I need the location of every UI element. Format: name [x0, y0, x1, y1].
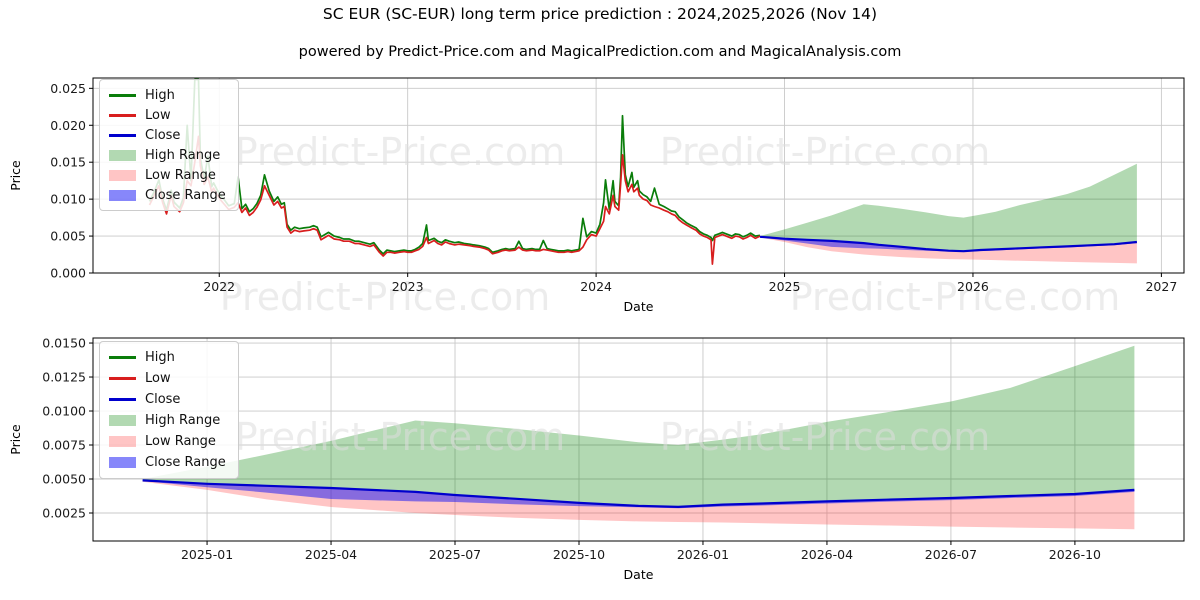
legend-patch-swatch [109, 149, 136, 161]
y-axis-label: Price [8, 424, 23, 455]
legend-patch-swatch [109, 169, 136, 181]
y-tick-label: 0.015 [50, 155, 86, 170]
watermark-text: Predict-Price.com [235, 130, 566, 174]
legend-item-low-range: Low Range [109, 431, 226, 452]
page-title: SC EUR (SC-EUR) long term price predicti… [322, 5, 878, 23]
y-tick-label: 0.0100 [42, 404, 86, 419]
x-tick-label: 2025-01 [181, 547, 233, 562]
y-tick-label: 0.025 [50, 81, 86, 96]
legend-item-low: Low [109, 105, 226, 125]
close-line [142, 479, 1135, 508]
low-line [148, 135, 761, 265]
y-tick-label: 0.0025 [42, 505, 86, 520]
legend-item-close: Close [109, 125, 226, 145]
legend-item-high: High [109, 347, 226, 368]
close-line [759, 235, 1138, 253]
watermark-layer: Predict-Price.com Predict-Price.com Predic… [220, 130, 1121, 459]
legend-patch-swatch [109, 415, 136, 426]
legend-item-label: Low [145, 371, 171, 386]
y-tick-label: 0.005 [50, 229, 86, 244]
legend-item-label: Close [145, 127, 181, 143]
legend-line-swatch [109, 377, 136, 380]
legend-item-high-range: High Range [109, 410, 226, 431]
legend-item-low-range: Low Range [109, 165, 226, 185]
legend-item-close-range: Close Range [109, 452, 226, 473]
legend-item-label: Close Range [145, 187, 226, 203]
x-tick-label: 2027 [1145, 279, 1177, 294]
x-tick-label: 2025-07 [429, 547, 481, 562]
high-range-band [760, 163, 1137, 252]
legend-line-swatch [109, 133, 136, 137]
legend-item-close: Close [109, 389, 226, 410]
legend-item-high-range: High Range [109, 145, 226, 165]
legend-line-swatch [109, 356, 136, 359]
x-tick-label: 2023 [392, 279, 424, 294]
legend-line-swatch [109, 93, 136, 97]
x-tick-label: 2026-04 [801, 547, 853, 562]
data-lines-layer [142, 78, 1138, 508]
legend-item-label: Low Range [145, 167, 216, 183]
y-tick-label: 0.0150 [42, 336, 86, 351]
y-axis-label: Price [8, 160, 23, 191]
x-tick-label: 2025-04 [305, 547, 357, 562]
legend-item-high: High [109, 85, 226, 105]
legend-item-label: Low Range [145, 434, 216, 449]
y-tick-label: 0.0050 [42, 471, 86, 486]
y-tick-label: 0.020 [50, 118, 86, 133]
watermark-text: Predict-Price.com [790, 275, 1121, 319]
high-line [148, 78, 761, 255]
axes-layer: 2022 2023 2024 2025 2026 20270.0000.0050.0100… [8, 77, 1185, 582]
x-tick-label: 2025 [769, 279, 801, 294]
watermark-text: Predict-Price.com [235, 415, 566, 459]
legend-bottom-chart: High Low Close High Range Low Range Close Ran… [99, 341, 239, 479]
legend-patch-swatch [109, 436, 136, 447]
y-tick-label: 0.000 [50, 266, 86, 281]
watermark-text: Predict-Price.com [660, 415, 991, 459]
x-axis-label: Date [624, 299, 654, 314]
y-tick-label: 0.010 [50, 192, 86, 207]
y-tick-label: 0.0075 [42, 438, 86, 453]
legend-item-label: Close Range [145, 455, 226, 470]
x-axis-label: Date [624, 567, 654, 582]
close-range-band [142, 480, 1135, 509]
legend-item-label: High Range [145, 413, 221, 428]
plot-border [92, 337, 1185, 542]
legend-item-low: Low [109, 368, 226, 389]
high-range-band [142, 345, 1135, 507]
legend-top-chart: High Low Close High Range Low Range Close Ran… [99, 79, 239, 211]
legend-item-label: Low [145, 107, 171, 123]
x-tick-label: 2022 [203, 279, 235, 294]
figure-subtitle: powered by Predict-Price.com and Magical… [298, 44, 902, 60]
legend-item-close-range: Close Range [109, 185, 226, 205]
y-tick-label: 0.0125 [42, 370, 86, 385]
x-tick-label: 2026-01 [677, 547, 729, 562]
legend-item-label: Close [145, 392, 181, 407]
watermark-text: Predict-Price.com [660, 130, 991, 174]
x-tick-label: 2026-07 [925, 547, 977, 562]
watermark-text: Predict-Price.com [220, 275, 551, 319]
range-bands-layer [142, 163, 1137, 530]
x-tick-label: 2026 [957, 279, 989, 294]
legend-item-label: High Range [145, 147, 221, 163]
legend-patch-swatch [109, 189, 136, 201]
plot-border [92, 77, 1185, 274]
legend-line-swatch [109, 113, 136, 117]
legend-line-swatch [109, 398, 136, 401]
legend-item-label: High [145, 350, 175, 365]
x-tick-label: 2026-10 [1049, 547, 1101, 562]
x-tick-label: 2024 [580, 279, 612, 294]
x-tick-label: 2025-10 [553, 547, 605, 562]
legend-item-label: High [145, 87, 175, 103]
legend-patch-swatch [109, 457, 136, 468]
